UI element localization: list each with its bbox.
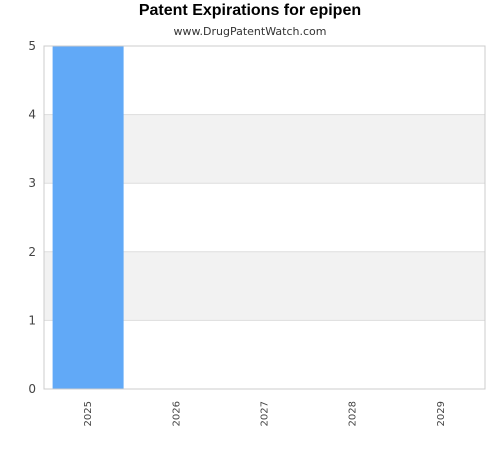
y-tick-label: 0: [28, 382, 36, 396]
x-tick-label: 2027: [260, 401, 271, 426]
y-tick-label: 4: [28, 108, 36, 122]
y-tick-label: 3: [28, 176, 36, 190]
y-axis-ticks: 0 1 2 3 4 5: [28, 39, 36, 396]
x-tick-label: 2028: [348, 401, 359, 426]
bars: [53, 46, 124, 389]
y-tick-label: 5: [28, 39, 36, 53]
y-tick-label: 1: [28, 313, 36, 327]
y-tick-label: 2: [28, 245, 36, 259]
bar-2025: [53, 46, 124, 389]
x-tick-label: 2029: [436, 401, 447, 426]
x-tick-label: 2026: [171, 401, 182, 426]
x-tick-label: 2025: [83, 401, 94, 426]
x-axis-ticks: 2025 2026 2027 2028 2029: [83, 401, 447, 426]
